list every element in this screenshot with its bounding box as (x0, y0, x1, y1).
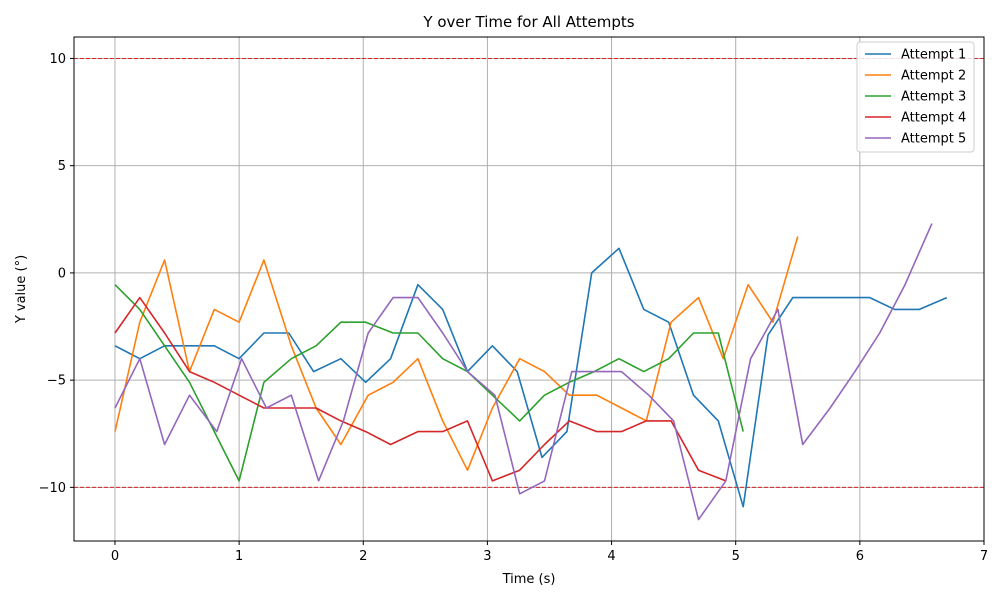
legend-label: Attempt 1 (901, 48, 966, 63)
x-tick-label: 1 (235, 549, 243, 564)
y-tick-label: 10 (49, 52, 66, 67)
series-line-attempt-5 (114, 223, 933, 521)
series-line-attempt-3 (114, 284, 744, 482)
y-tick-label: 0 (58, 266, 66, 281)
axis-ticks: 0 1 2 3 4 5 6 7 −10 −5 0 5 10 (39, 52, 989, 564)
series-lines (114, 223, 948, 521)
y-tick-label: −10 (39, 481, 66, 496)
x-tick-label: 3 (483, 549, 491, 564)
legend-label: Attempt 3 (901, 90, 966, 105)
x-tick-label: 7 (980, 549, 988, 564)
chart-title: Y over Time for All Attempts (422, 13, 634, 31)
y-axis-label: Y value (°) (14, 255, 29, 324)
x-tick-label: 6 (856, 549, 864, 564)
y-tick-label: −5 (47, 374, 66, 389)
x-tick-label: 5 (732, 549, 740, 564)
x-tick-label: 4 (607, 549, 615, 564)
x-axis-label: Time (s) (502, 572, 556, 587)
legend-box (856, 41, 975, 153)
x-tick-label: 0 (111, 549, 119, 564)
y-tick-label: 5 (58, 159, 66, 174)
legend-label: Attempt 2 (901, 69, 966, 84)
plot-frame (73, 36, 985, 542)
x-tick-label: 2 (359, 549, 367, 564)
legend-label: Attempt 4 (901, 111, 966, 126)
legend-label: Attempt 5 (901, 132, 966, 147)
reference-lines (74, 57, 984, 488)
series-line-attempt-1 (114, 247, 948, 508)
series-line-attempt-2 (114, 236, 799, 472)
series-line-attempt-4 (114, 296, 727, 482)
legend: Attempt 1 Attempt 2 Attempt 3 Attempt 4 Atte… (856, 41, 975, 153)
